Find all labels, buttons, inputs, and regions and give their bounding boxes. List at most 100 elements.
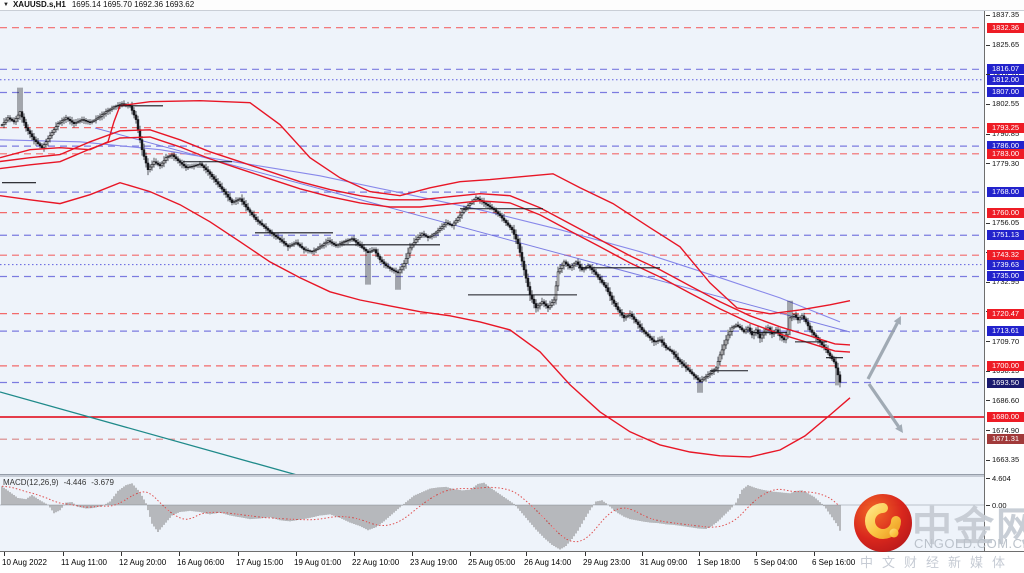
time-label: 26 Aug 14:00 xyxy=(524,558,572,567)
time-label: 16 Aug 06:00 xyxy=(177,558,225,567)
price-level-badge: 1735.00 xyxy=(987,271,1024,282)
axis-tick xyxy=(642,552,643,556)
axis-tick xyxy=(986,44,990,46)
time-label: 19 Aug 01:00 xyxy=(294,558,342,567)
axis-tick xyxy=(986,14,990,16)
chart-title-bar: ▼ XAUUSD.s,H1 1695.14 1695.70 1692.36 1693… xyxy=(0,0,1024,11)
forecast-arrow xyxy=(867,383,900,428)
axis-tick xyxy=(63,552,64,556)
axis-tick xyxy=(4,552,5,556)
time-label: 6 Sep 16:00 xyxy=(812,558,856,567)
candlestick-series xyxy=(0,87,842,393)
bollinger-bands xyxy=(0,99,851,458)
time-label: 11 Aug 11:00 xyxy=(61,558,107,567)
time-label: 29 Aug 23:00 xyxy=(583,558,631,567)
band-line xyxy=(0,181,851,458)
axis-tick xyxy=(354,552,355,556)
price-level-badge: 1768.00 xyxy=(987,187,1024,198)
axis-tick xyxy=(986,478,990,479)
time-label: 12 Aug 20:00 xyxy=(119,558,167,567)
axis-tick xyxy=(814,552,815,556)
arrowhead-icon xyxy=(895,424,903,433)
price-level-badge: 1807.00 xyxy=(987,87,1024,98)
price-label: 1814.10 xyxy=(992,70,1019,79)
macd-scale-label: 4.604 xyxy=(992,473,1011,483)
pane-divider[interactable] xyxy=(0,474,1024,477)
axis-tick xyxy=(121,552,122,556)
level-lines-layer xyxy=(0,27,984,440)
band-line xyxy=(0,136,851,353)
macd-indicator-label: MACD(12,26,9) -4.446 -3.679 xyxy=(3,478,114,487)
axis-tick xyxy=(986,133,990,135)
forecast-arrow xyxy=(866,322,899,380)
price-level-badge: 1816.07 xyxy=(987,64,1024,75)
macd-canvas xyxy=(0,482,984,550)
macd-histogram xyxy=(1,482,841,550)
axis-tick xyxy=(756,552,757,556)
price-label: 1709.70 xyxy=(992,336,1020,346)
arrowhead-icon xyxy=(893,316,901,325)
ohlc-values: 1695.14 1695.70 1692.36 1693.62 xyxy=(71,0,195,9)
time-label: 17 Aug 15:00 xyxy=(236,558,284,567)
price-level-badge: 1720.47 xyxy=(987,308,1024,319)
price-level-badge: 1793.25 xyxy=(987,122,1024,133)
price-level-badge: 1751.13 xyxy=(987,230,1024,241)
time-label: 22 Aug 10:00 xyxy=(352,558,400,567)
price-level-badge: 1700.00 xyxy=(987,360,1024,371)
price-label: 1825.65 xyxy=(992,40,1020,50)
price-label: 1802.55 xyxy=(992,99,1020,109)
price-level-badge: 1680.00 xyxy=(987,412,1024,422)
axis-tick xyxy=(986,163,990,165)
axis-tick xyxy=(412,552,413,556)
price-label: 1674.90 xyxy=(992,425,1020,435)
axis-tick xyxy=(470,552,471,556)
axis-tick xyxy=(585,552,586,556)
time-label: 31 Aug 09:00 xyxy=(640,558,688,567)
price-level-badge: 1671.31 xyxy=(987,434,1024,445)
axis-tick xyxy=(986,103,990,105)
axis-tick xyxy=(986,505,990,506)
time-axis[interactable]: 10 Aug 2022 11 Aug 11:00 12 Aug 20:00 16 Au… xyxy=(0,551,1024,573)
price-label: 1732.95 xyxy=(992,277,1020,287)
price-label: 1837.35 xyxy=(992,10,1020,20)
band-line xyxy=(0,129,851,346)
axis-tick xyxy=(986,370,990,372)
price-label: 1686.60 xyxy=(992,395,1020,405)
price-level-badge: 1743.32 xyxy=(987,250,1024,261)
blue-moving-average xyxy=(0,139,841,323)
sr-segments xyxy=(2,105,843,372)
price-label: 1756.05 xyxy=(992,218,1020,228)
time-label: 10 Aug 2022 xyxy=(2,558,47,567)
price-chart-pane[interactable] xyxy=(0,11,984,474)
forecast-arrows xyxy=(866,316,903,433)
axis-tick xyxy=(179,552,180,556)
time-label: 23 Aug 19:00 xyxy=(410,558,458,567)
price-chart-canvas xyxy=(0,27,984,474)
teal-trendline xyxy=(0,391,296,474)
macd-pane[interactable] xyxy=(0,477,984,551)
time-label: 25 Aug 05:00 xyxy=(468,558,516,567)
price-level-badge: 1832.36 xyxy=(987,22,1024,33)
axis-tick xyxy=(986,281,990,283)
axis-tick xyxy=(699,552,700,556)
time-label: 5 Sep 04:00 xyxy=(754,558,798,567)
price-level-badge: 1713.61 xyxy=(987,326,1024,337)
axis-tick xyxy=(986,459,990,461)
axis-tick xyxy=(526,552,527,556)
axis-tick xyxy=(986,222,990,224)
price-level-badge: 1783.00 xyxy=(987,148,1024,159)
price-axis[interactable]: 1837.35 1825.65 1814.10 1802.55 1790.85 1779.… xyxy=(984,10,1024,551)
axis-tick xyxy=(238,552,239,556)
axis-tick xyxy=(986,430,990,432)
price-level-badge: 1760.00 xyxy=(987,207,1024,218)
price-level-badge: 1812.00 xyxy=(987,74,1024,85)
chevron-down-icon[interactable]: ▼ xyxy=(3,2,9,8)
axis-tick xyxy=(986,400,990,402)
time-label: 1 Sep 18:00 xyxy=(697,558,741,567)
price-label: 1663.35 xyxy=(992,455,1020,465)
axis-tick xyxy=(986,341,990,343)
price-level-badge: 1739.63 xyxy=(987,259,1024,270)
price-label: 1779.30 xyxy=(992,158,1020,168)
symbol-timeframe-label: XAUUSD.s,H1 xyxy=(12,0,66,9)
